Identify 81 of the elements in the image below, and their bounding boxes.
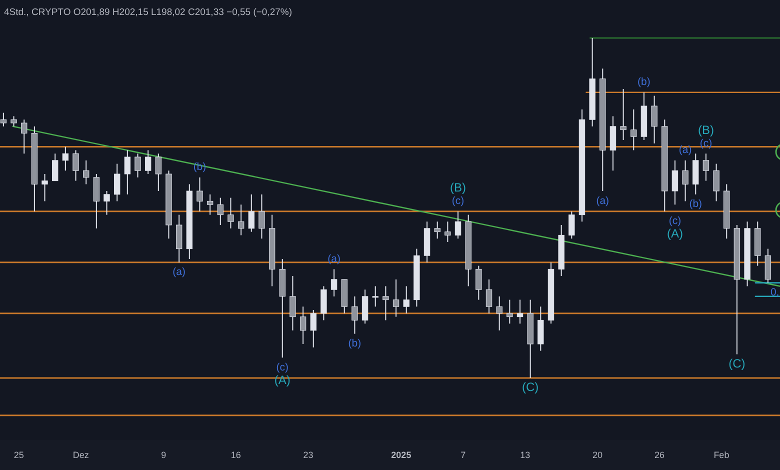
annotation: (a) xyxy=(172,266,186,278)
candlestick xyxy=(134,153,141,178)
candlestick xyxy=(476,265,482,300)
chart-title: 4Std., CRYPTO O201,89 H202,15 L198,02 C201,33 −0,55 (−0,27%) xyxy=(4,7,292,18)
candlestick xyxy=(630,108,637,151)
candlestick xyxy=(10,116,17,127)
candlestick xyxy=(713,163,720,202)
candlestick xyxy=(692,153,699,195)
candlestick xyxy=(568,210,575,240)
candlestick xyxy=(0,112,7,127)
candlestick xyxy=(362,289,368,324)
annotation: (c) xyxy=(452,195,464,208)
x-tick-label: 16 xyxy=(230,450,241,460)
annotation: 0, xyxy=(770,286,780,299)
candlestick xyxy=(506,299,513,324)
candlestick xyxy=(620,88,626,140)
candlestick xyxy=(310,310,316,348)
annotation: (a) xyxy=(596,194,610,207)
candlestick xyxy=(52,153,58,182)
candlestick xyxy=(176,214,182,263)
candlestick xyxy=(330,268,338,297)
candlestick xyxy=(93,174,100,229)
candlestick xyxy=(155,153,162,192)
annotation: (b) xyxy=(348,338,362,350)
candlestick xyxy=(144,150,152,174)
candlestick xyxy=(104,190,110,216)
candlestick xyxy=(300,306,306,344)
candlestick xyxy=(702,153,710,182)
x-tick-label: 13 xyxy=(520,450,530,460)
candlestick xyxy=(372,286,378,308)
annotation: (C) xyxy=(728,356,746,370)
candlestick xyxy=(42,174,48,202)
candlestick xyxy=(352,296,358,334)
candlestick xyxy=(392,278,400,318)
candlestick xyxy=(610,116,616,172)
candlestick xyxy=(682,160,688,202)
candlestick xyxy=(538,306,544,352)
x-tick-label: Dez xyxy=(72,450,90,460)
candlestick xyxy=(290,276,296,331)
x-tick-label: Feb xyxy=(714,450,730,460)
candlestick xyxy=(238,204,244,236)
x-tick-label: 25 xyxy=(14,450,24,460)
x-tick-label: 9 xyxy=(161,450,166,460)
annotation: (b) xyxy=(689,198,702,210)
annotation: (B) xyxy=(450,180,466,195)
annotation: (A) xyxy=(666,226,683,241)
annotation: (C) xyxy=(522,380,539,394)
candlestick xyxy=(516,299,524,324)
x-tick-label: 2025 xyxy=(391,450,412,460)
candlestick xyxy=(382,286,389,321)
candlestick xyxy=(21,119,28,154)
annotation: (b) xyxy=(638,76,650,88)
candlestick xyxy=(486,278,492,314)
x-tick-label: 7 xyxy=(460,450,466,460)
candlestick xyxy=(206,194,214,216)
candlestick xyxy=(454,210,462,240)
candlestick xyxy=(496,296,502,331)
candlestick xyxy=(258,194,265,240)
candlestick xyxy=(403,286,410,314)
x-tick-label: 23 xyxy=(303,450,314,460)
candlestick xyxy=(62,146,69,172)
candlestick xyxy=(444,221,451,242)
candlestick xyxy=(228,197,234,229)
annotation: (c) xyxy=(276,361,289,374)
candlestick xyxy=(114,163,120,202)
annotation: (a) xyxy=(678,144,692,156)
candlestick xyxy=(320,286,327,321)
candlestick xyxy=(764,248,772,284)
candlestick xyxy=(124,150,131,195)
candlestick xyxy=(196,176,203,212)
annotation: (B) xyxy=(698,122,714,137)
candlestick xyxy=(651,95,658,144)
candlestick xyxy=(83,160,90,185)
annotation: (c) xyxy=(668,215,682,228)
candlestick xyxy=(434,221,440,240)
candlestick xyxy=(217,197,224,226)
x-tick-label: 20 xyxy=(592,450,602,460)
candlestick xyxy=(248,194,254,232)
x-tick-label: 26 xyxy=(654,450,664,460)
candlestick xyxy=(672,160,678,206)
candlestick xyxy=(72,150,79,182)
